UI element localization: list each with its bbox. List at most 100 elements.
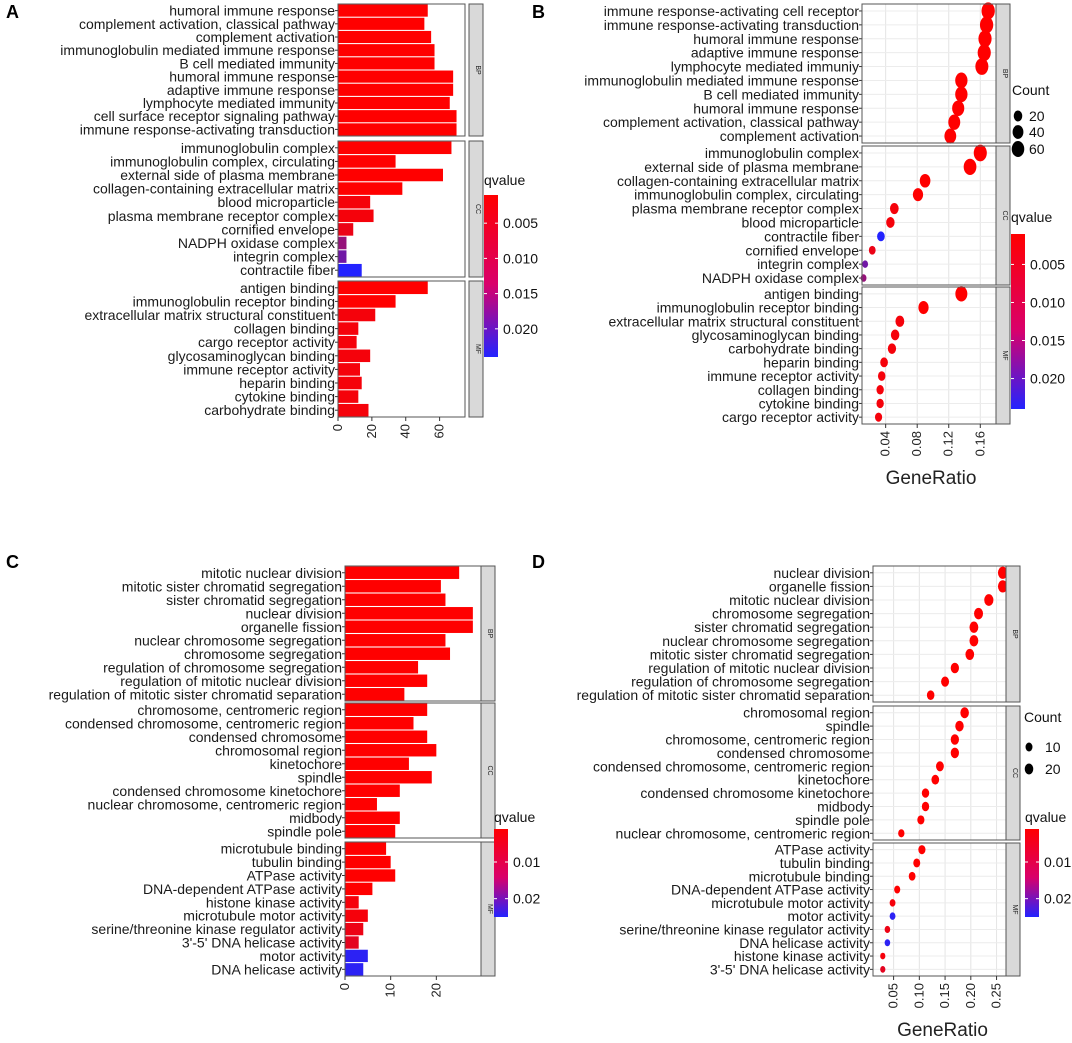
facet-strip-label: CC xyxy=(474,204,481,214)
panel-label: D xyxy=(532,552,545,572)
term-label: glycosaminoglycan binding xyxy=(692,327,859,343)
term-label: DNA helicase activity xyxy=(739,935,870,951)
term-label: B cell mediated immunity xyxy=(179,55,335,71)
x-tick-label: 40 xyxy=(398,424,413,438)
term-label: condensed chromosome, centromeric region xyxy=(593,758,870,774)
color-legend-label: 0.02 xyxy=(1044,891,1071,907)
point xyxy=(919,173,931,188)
point xyxy=(880,952,886,960)
bar xyxy=(338,83,454,96)
term-label: external side of plasma membrane xyxy=(644,159,859,175)
facet-strip xyxy=(1005,705,1021,841)
term-label: plasma membrane receptor complex xyxy=(632,201,859,217)
point xyxy=(969,635,979,647)
term-label: chromosomal region xyxy=(743,705,870,721)
point xyxy=(973,144,987,162)
point xyxy=(921,788,930,798)
bar xyxy=(345,580,441,593)
bar xyxy=(345,661,419,674)
point xyxy=(955,86,968,103)
term-label: immunoglobulin receptor binding xyxy=(133,293,335,309)
point xyxy=(889,202,899,215)
plot-background xyxy=(873,843,1012,976)
term-label: chromosome segregation xyxy=(712,606,870,622)
term-label: external side of plasma membrane xyxy=(120,167,335,183)
term-label: DNA-dependent ATPase activity xyxy=(143,881,342,897)
bar xyxy=(345,963,364,976)
color-legend-title: qvalue xyxy=(1011,209,1052,225)
term-label: immune receptor activity xyxy=(183,361,335,377)
term-label: contractile fiber xyxy=(240,262,335,278)
color-legend-bar xyxy=(494,829,508,917)
facet-strip-label: BP xyxy=(1001,69,1008,79)
term-label: immunoglobulin complex xyxy=(705,145,859,161)
bar xyxy=(338,349,371,363)
point xyxy=(908,871,916,881)
bar xyxy=(345,703,428,716)
point xyxy=(918,845,926,855)
term-label: NADPH oxidase complex xyxy=(702,270,859,286)
term-label: complement activation, classical pathway xyxy=(79,16,335,32)
term-label: immunoglobulin mediated immune response xyxy=(60,42,335,58)
facet-strip xyxy=(995,286,1011,425)
term-label: mitotic nuclear division xyxy=(729,592,870,608)
facet-border xyxy=(337,140,466,278)
bar xyxy=(345,593,446,606)
point xyxy=(963,158,977,175)
bar xyxy=(338,182,403,195)
term-label: chromosome, centromeric region xyxy=(665,732,870,748)
term-label: regulation of mitotic sister chromatid s… xyxy=(577,687,870,703)
term-label: immune response-activating transduction xyxy=(604,17,859,33)
point xyxy=(890,329,900,341)
x-tick-label: 0.12 xyxy=(941,431,956,456)
point xyxy=(965,648,975,660)
term-label: regulation of mitotic nuclear division xyxy=(648,660,870,676)
x-tick-label: 0.08 xyxy=(909,431,924,456)
x-tick-label: 60 xyxy=(432,424,447,438)
bar xyxy=(338,376,362,390)
term-label: heparin binding xyxy=(763,354,859,370)
x-tick-label: 20 xyxy=(364,424,379,438)
term-label: cell surface receptor signaling pathway xyxy=(94,108,335,124)
color-legend-bar xyxy=(1025,829,1039,917)
facet-strip-label: MF xyxy=(474,344,481,354)
bar xyxy=(338,250,347,263)
term-label: tubulin binding xyxy=(780,855,870,871)
term-label: contractile fiber xyxy=(764,228,859,244)
x-tick-label: 0.20 xyxy=(963,983,978,1008)
point xyxy=(997,580,1008,593)
size-legend-point xyxy=(1012,125,1024,139)
point xyxy=(955,72,968,89)
size-legend-point xyxy=(1025,742,1033,752)
bar xyxy=(345,825,396,838)
point xyxy=(884,939,891,947)
point xyxy=(880,965,886,973)
term-label: B cell mediated immunity xyxy=(703,86,859,102)
bar xyxy=(345,882,373,896)
bar xyxy=(338,223,354,236)
point xyxy=(898,829,905,838)
term-label: midbody xyxy=(817,799,870,815)
point xyxy=(950,747,959,759)
point xyxy=(941,676,950,687)
term-label: mitotic sister chromatid segregation xyxy=(650,646,870,662)
term-label: condensed chromosome kinetochore xyxy=(640,785,870,801)
term-label: histone kinase activity xyxy=(206,894,342,910)
point xyxy=(880,357,888,368)
color-legend-label: 0.020 xyxy=(1030,371,1065,387)
point xyxy=(877,231,885,242)
point xyxy=(974,607,984,620)
color-legend-bar xyxy=(1011,234,1025,409)
facet-strip xyxy=(1005,565,1021,703)
point xyxy=(913,858,921,868)
x-tick-label: 0.16 xyxy=(972,431,987,456)
term-label: DNA-dependent ATPase activity xyxy=(671,882,870,898)
bar xyxy=(345,566,460,579)
point xyxy=(955,720,964,732)
term-label: antigen binding xyxy=(764,286,859,302)
bar xyxy=(345,771,432,784)
bar xyxy=(345,842,387,855)
